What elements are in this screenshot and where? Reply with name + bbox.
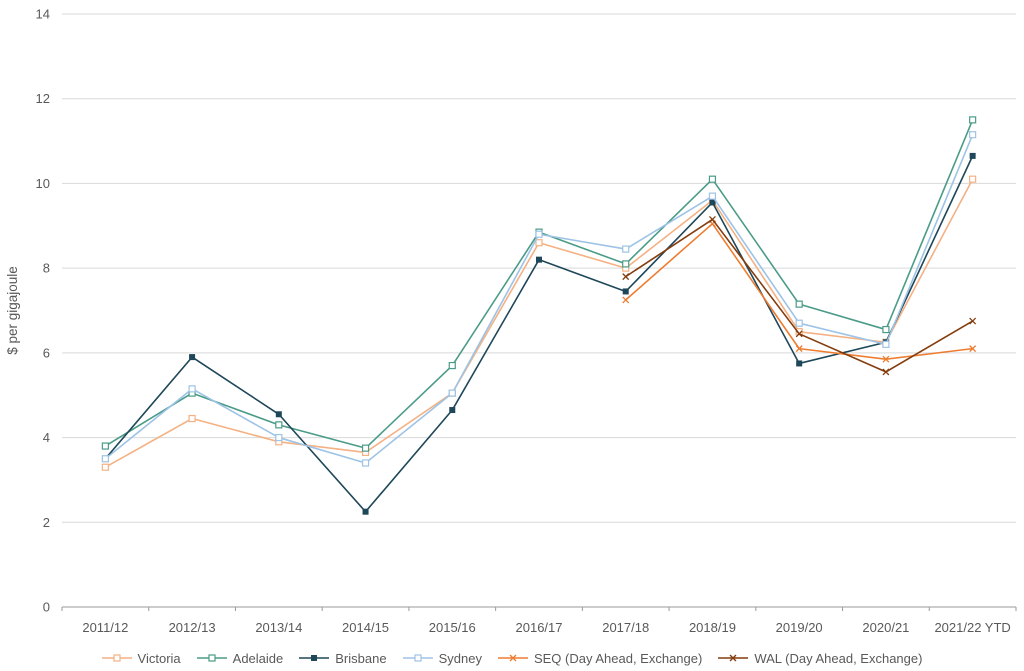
legend-label: WAL (Day Ahead, Exchange) (754, 650, 923, 666)
x-tick-label: 2011/12 (82, 620, 128, 635)
data-point-marker (535, 239, 543, 247)
y-tick-label: 8 (43, 261, 50, 276)
data-point-marker (969, 175, 977, 183)
data-point-marker (969, 317, 977, 325)
y-tick-label: 4 (43, 430, 50, 445)
data-point-marker (708, 175, 717, 183)
data-point-marker (622, 296, 630, 304)
data-point-marker (449, 407, 456, 414)
y-tick-label: 6 (43, 345, 50, 360)
data-point-marker (795, 345, 803, 353)
data-point-marker (969, 116, 977, 124)
data-point-marker (275, 433, 283, 442)
legend-swatch-icon (101, 654, 132, 662)
data-point-marker (448, 361, 456, 370)
x-tick-label: 2017/18 (602, 620, 649, 635)
data-point-marker (448, 389, 456, 397)
legend-label: Adelaide (232, 650, 284, 666)
data-point-marker (189, 354, 196, 361)
data-point-marker (709, 199, 716, 206)
legend-swatch-icon (497, 654, 528, 662)
y-tick-label: 14 (36, 7, 50, 22)
data-point-marker (509, 654, 517, 662)
data-point-marker (729, 654, 737, 662)
legend-item: Sydney (402, 650, 482, 666)
data-point-marker (311, 655, 318, 661)
legend-label: Victoria (137, 650, 181, 666)
legend: Victoria Adelaide Brisbane Sydney SEQ (Day A… (0, 645, 1024, 671)
x-tick-label: 2018/19 (689, 620, 736, 635)
data-point-marker (188, 385, 196, 393)
x-tick-label: 2016/17 (516, 620, 563, 635)
plot-area: 0 2 4 6 8 10 12 14 2011/12 2012/13 2013/14 2014/15 2… (5, 7, 1017, 635)
data-point-marker (796, 360, 803, 367)
y-axis-title: $ per gigajoule (5, 266, 20, 355)
series-line (104, 134, 974, 464)
x-tick-label: 2013/14 (255, 620, 302, 635)
series-sydney (101, 131, 977, 467)
data-point-marker (795, 319, 803, 327)
legend-swatch-icon (299, 655, 330, 661)
legend-label: Brisbane (335, 650, 387, 666)
series-line (104, 178, 974, 468)
x-tick-label: 2019/20 (776, 620, 823, 635)
legend-swatch-icon (718, 654, 749, 662)
data-point-marker (969, 152, 976, 159)
data-point-marker (622, 260, 630, 268)
data-point-marker (362, 508, 369, 515)
data-point-marker (101, 442, 109, 450)
data-point-marker (361, 459, 370, 467)
data-point-marker (708, 215, 716, 223)
legend-item: SEQ (Day Ahead, Exchange) (497, 650, 703, 666)
data-point-marker (101, 455, 109, 463)
legend-label: Sydney (438, 650, 482, 666)
legend-item: WAL (Day Ahead, Exchange) (718, 651, 922, 666)
data-point-marker (188, 414, 196, 423)
data-point-marker (112, 654, 121, 662)
legend-item: Brisbane (299, 650, 387, 666)
legend-item: Adelaide (196, 650, 284, 666)
data-point-marker (536, 256, 542, 263)
legend-swatch-icon (196, 654, 227, 662)
x-tick-label: 2012/13 (169, 620, 216, 635)
data-point-marker (708, 192, 717, 200)
series-adelaide (101, 116, 977, 452)
series-line (104, 119, 974, 449)
x-tick-label: 2020/21 (862, 620, 909, 635)
data-point-marker (101, 463, 109, 471)
series-victoria (101, 175, 977, 471)
data-point-marker (882, 325, 890, 334)
series-wal-day-ahead-exchange (622, 215, 977, 376)
data-point-marker (208, 654, 216, 662)
y-tick-label: 12 (36, 91, 50, 106)
y-tick-label: 0 (43, 600, 50, 615)
x-tick-label: 2015/16 (429, 620, 476, 635)
legend-label: SEQ (Day Ahead, Exchange) (533, 650, 703, 666)
x-tick-label: 2021/22 YTD (934, 620, 1010, 635)
data-point-marker (535, 230, 543, 238)
data-point-marker (795, 300, 803, 308)
y-tick-label: 10 (36, 176, 50, 191)
legend-item: Victoria (101, 650, 181, 666)
data-point-marker (275, 421, 283, 429)
data-point-marker (413, 654, 422, 662)
data-point-marker (882, 368, 890, 376)
data-point-marker (622, 273, 630, 281)
data-point-marker (622, 288, 629, 295)
legend-swatch-icon (402, 654, 433, 662)
data-point-marker (622, 245, 630, 253)
data-point-marker (969, 345, 977, 353)
data-point-marker (361, 444, 370, 452)
data-point-marker (275, 411, 282, 418)
y-tick-label: 2 (43, 515, 50, 530)
data-point-marker (969, 131, 977, 139)
data-point-marker (882, 340, 890, 348)
data-point-marker (795, 330, 803, 338)
x-tick-label: 2014/15 (342, 620, 389, 635)
data-point-marker (882, 355, 890, 363)
